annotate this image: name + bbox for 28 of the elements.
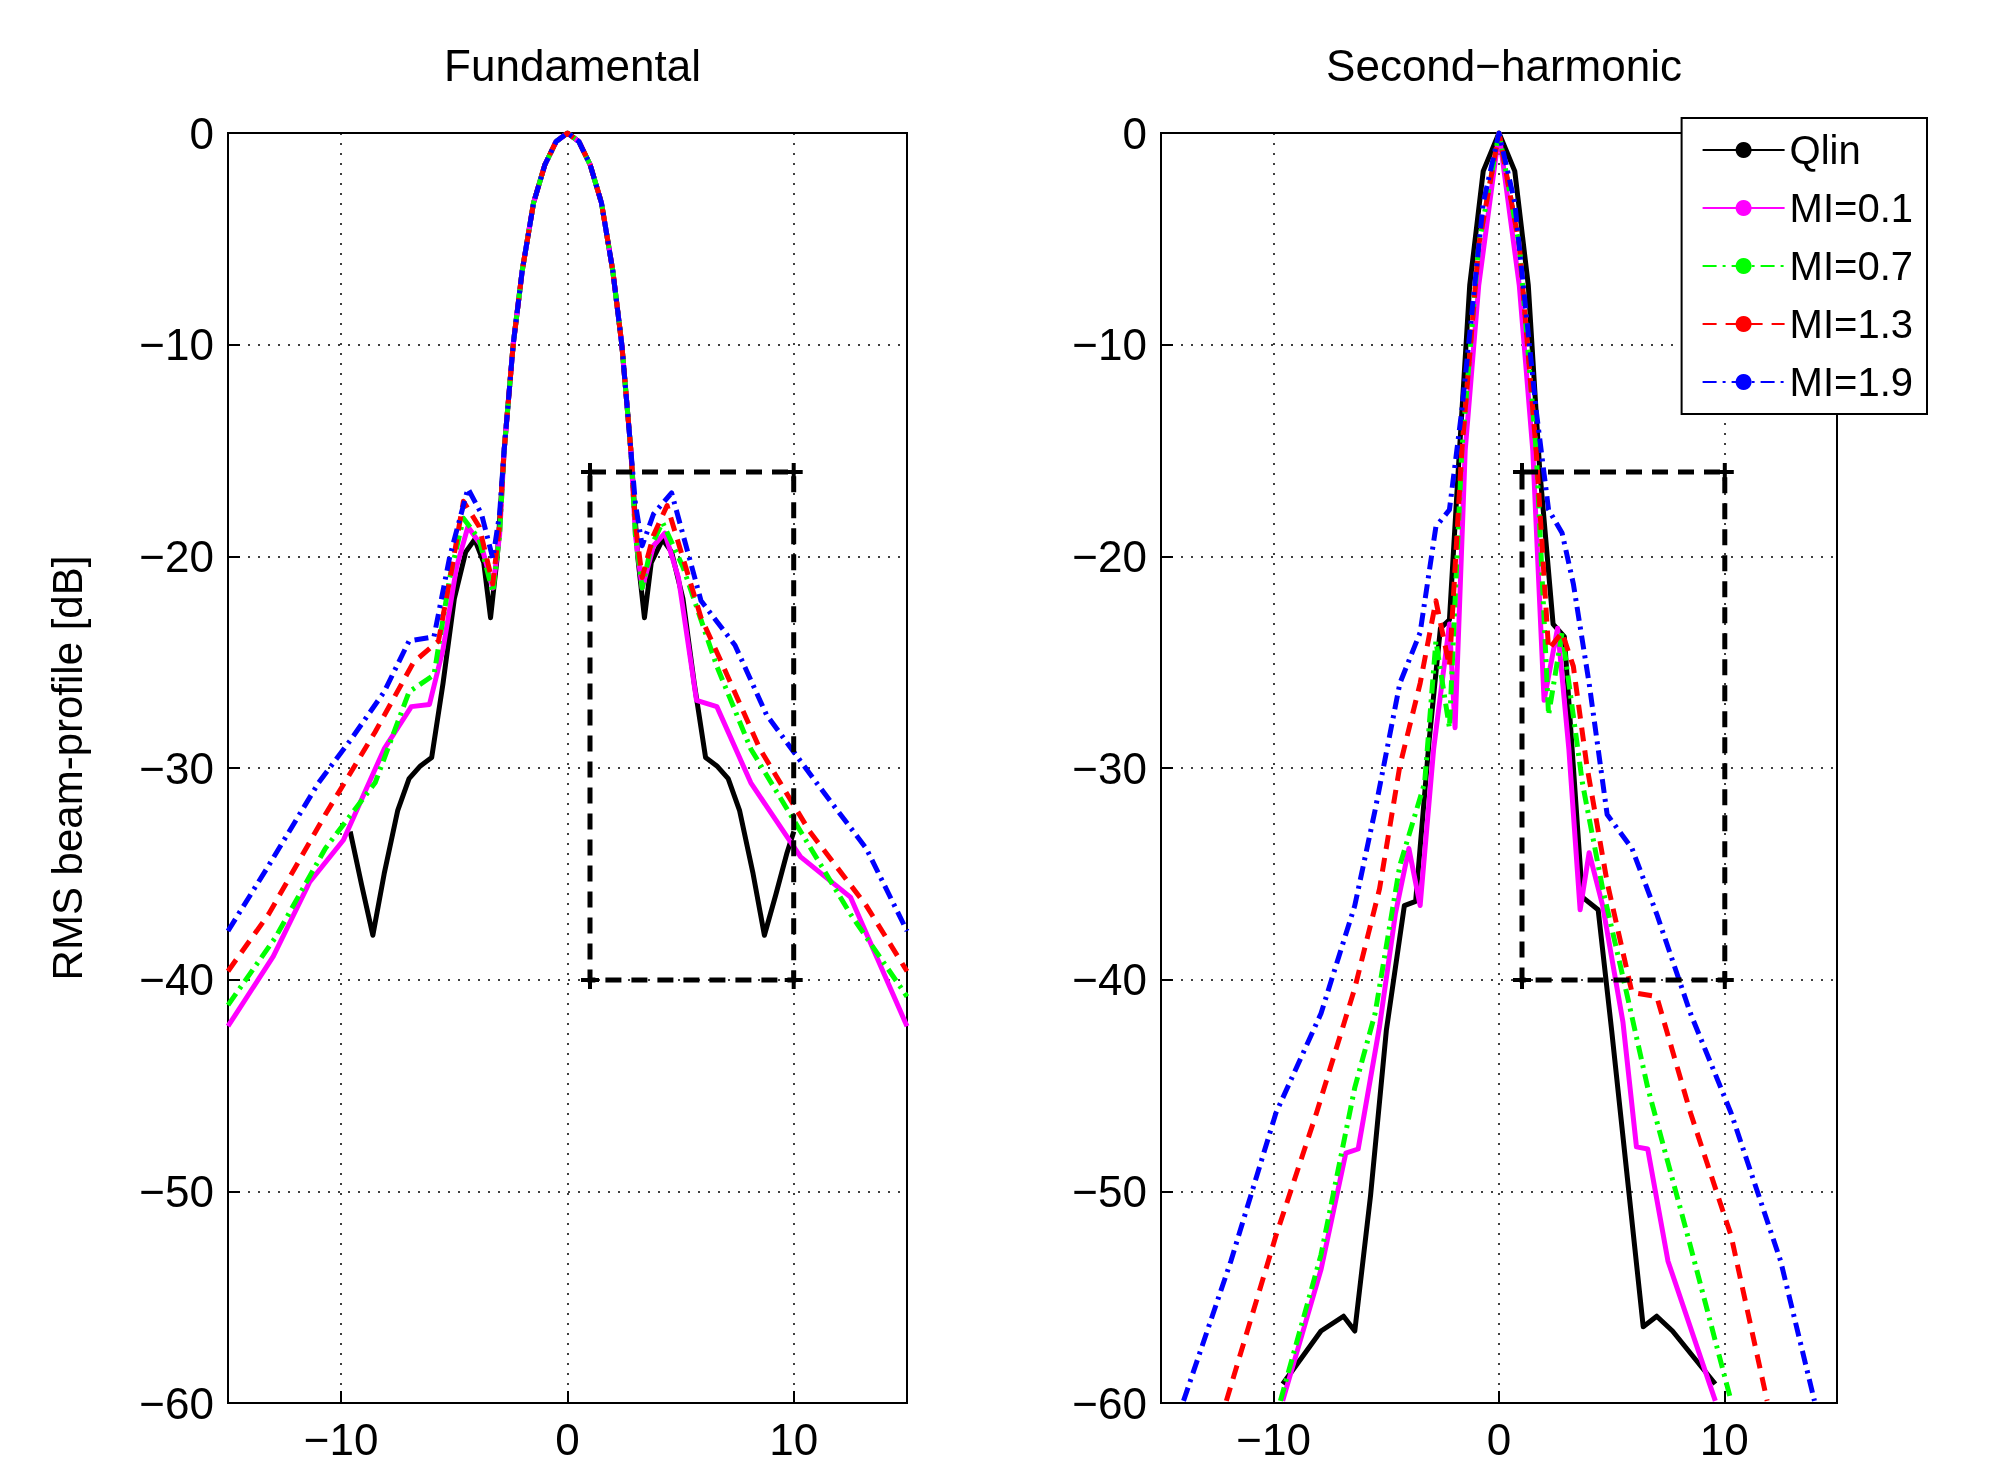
x-tick-label: 10 [1699, 1414, 1749, 1464]
y-tick-label: 0 [1122, 108, 1147, 158]
legend-label: MI=0.1 [1789, 186, 1914, 230]
y-tick-label: −60 [139, 1378, 214, 1428]
y-tick-label: 0 [189, 108, 214, 158]
chart-title: Fundamental [444, 40, 701, 90]
chart-title: Second−harmonic [1326, 40, 1682, 90]
x-tick-label: 10 [769, 1414, 819, 1464]
y-tick-label: −10 [1072, 320, 1147, 370]
legend-label: MI=1.3 [1789, 302, 1914, 346]
legend-label: MI=0.7 [1789, 244, 1914, 288]
y-tick-label: −50 [139, 1166, 214, 1216]
y-tick-label: −20 [139, 531, 214, 581]
x-tick-label: −10 [303, 1414, 379, 1464]
y-tick-label: −60 [1072, 1378, 1147, 1428]
x-tick-label: 0 [1486, 1414, 1512, 1464]
x-tick-label: −10 [1236, 1414, 1311, 1464]
legend-label: MI=1.9 [1789, 360, 1914, 404]
y-tick-label: −30 [1072, 743, 1147, 793]
y-tick-label: −10 [139, 320, 214, 370]
x-tick-label: 0 [555, 1414, 580, 1464]
y-axis-title: RMS beam-profile [dB] [43, 555, 91, 981]
y-tick-label: −40 [1072, 955, 1147, 1005]
y-tick-label: −40 [139, 955, 214, 1005]
legend-label: Qlin [1789, 128, 1861, 172]
y-tick-label: −30 [139, 743, 214, 793]
y-tick-label: −50 [1072, 1166, 1147, 1216]
y-tick-label: −20 [1072, 531, 1147, 581]
